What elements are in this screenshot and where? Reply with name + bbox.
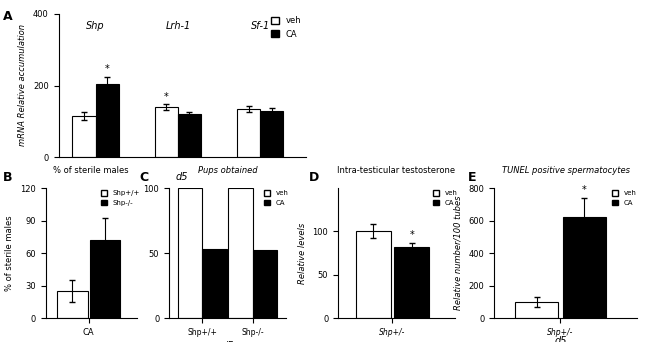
Text: Intra-testicular testosterone: Intra-testicular testosterone <box>337 166 456 174</box>
Legend: veh, CA: veh, CA <box>612 190 636 206</box>
Bar <box>563 218 606 318</box>
Text: d5: d5 <box>176 172 188 182</box>
Text: TUNEL positive spermatocytes: TUNEL positive spermatocytes <box>502 166 629 174</box>
Y-axis label: Relative levels: Relative levels <box>298 222 307 284</box>
Y-axis label: % of sterile males: % of sterile males <box>5 215 14 291</box>
Text: Lrh-1: Lrh-1 <box>165 21 190 31</box>
Text: *: * <box>582 185 586 195</box>
Bar <box>253 250 277 318</box>
Text: Sf-1: Sf-1 <box>251 21 270 31</box>
Bar <box>260 111 283 157</box>
Legend: Shp+/+, Shp-/-: Shp+/+, Shp-/- <box>101 190 140 206</box>
Text: *: * <box>105 64 109 74</box>
Text: A: A <box>3 10 13 23</box>
Text: *: * <box>164 92 169 102</box>
Text: d5: d5 <box>554 336 567 342</box>
Y-axis label: Relative number/100 tubes: Relative number/100 tubes <box>454 196 463 310</box>
Bar <box>202 249 227 318</box>
Text: D: D <box>309 171 319 184</box>
Text: d5: d5 <box>221 341 234 342</box>
Legend: veh, CA: veh, CA <box>433 190 458 206</box>
Legend: veh, CA: veh, CA <box>270 16 302 39</box>
Text: Shp: Shp <box>86 21 105 31</box>
Text: C: C <box>140 171 149 184</box>
Bar <box>394 247 429 318</box>
Bar <box>57 291 88 318</box>
Bar <box>237 109 260 157</box>
Text: Pups obtained: Pups obtained <box>198 166 257 174</box>
Text: *: * <box>410 230 414 240</box>
Bar <box>73 116 96 157</box>
Text: % of sterile males: % of sterile males <box>53 166 129 174</box>
Bar <box>178 114 201 157</box>
Bar <box>228 188 253 318</box>
Text: B: B <box>3 171 13 184</box>
Text: E: E <box>468 171 476 184</box>
Bar <box>356 232 391 318</box>
Y-axis label: mRNA Relative accumulation: mRNA Relative accumulation <box>18 25 27 146</box>
Bar <box>178 188 202 318</box>
Legend: veh, CA: veh, CA <box>264 190 289 206</box>
Bar <box>96 84 118 157</box>
Bar <box>90 240 120 318</box>
Bar <box>515 302 558 318</box>
Bar <box>155 107 178 157</box>
